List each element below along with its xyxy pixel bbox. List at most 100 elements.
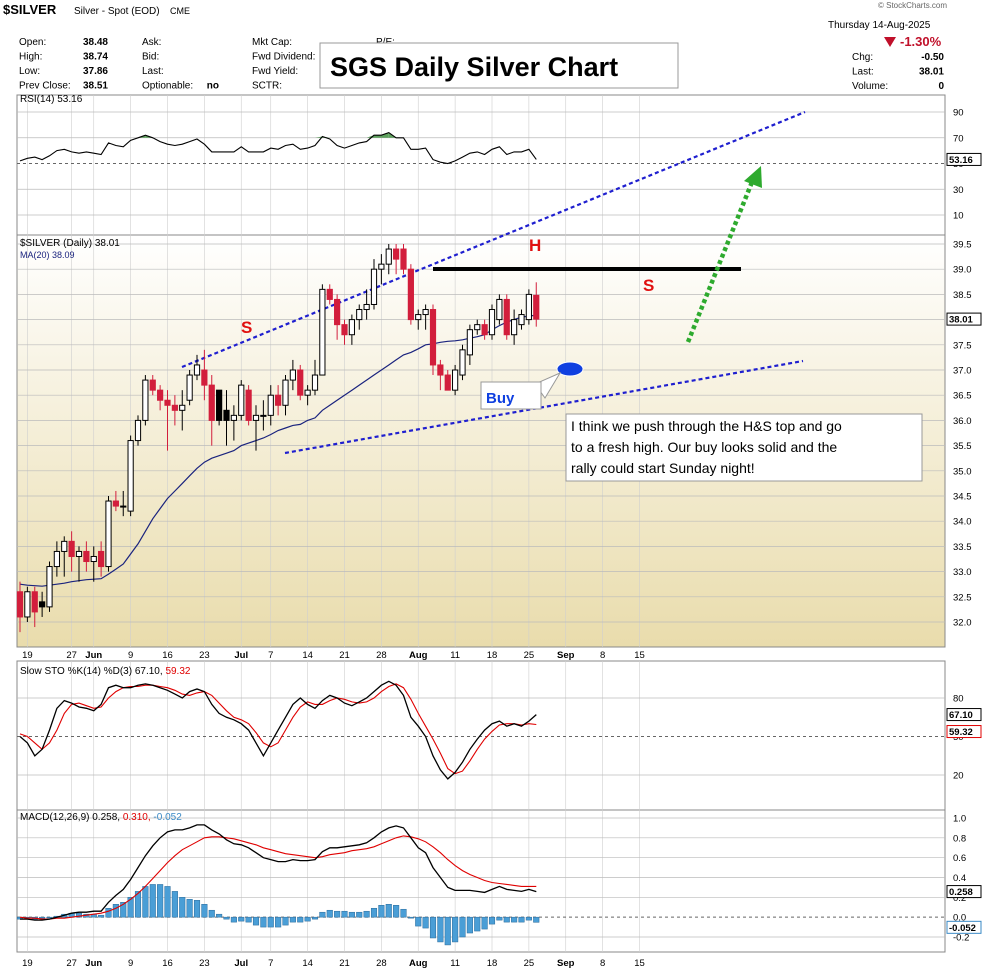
- y-tick-label: 32.0: [953, 618, 972, 629]
- y-tick-label: 10: [953, 211, 964, 222]
- price-last-tag-box: [946, 312, 982, 326]
- candle-body: [223, 409, 230, 421]
- macd-histogram-bar: [105, 907, 112, 918]
- x-tick-label: Jul: [234, 650, 248, 661]
- down-triangle-icon: [884, 37, 896, 47]
- x-tick-label: 7: [268, 958, 273, 969]
- rsi-overbought-fill: [381, 132, 389, 138]
- macd-histogram-bar: [363, 910, 370, 918]
- candle-body: [260, 414, 267, 417]
- candle-body: [186, 374, 193, 401]
- macd-histogram-bar: [267, 916, 274, 928]
- quote-field-value: 38.51: [83, 81, 108, 92]
- rsi-overbought-fill: [374, 135, 382, 138]
- macd-histogram-bar: [459, 916, 466, 938]
- y-tick-label: 0.0: [953, 913, 966, 924]
- quote-field-value: 38.74: [83, 52, 108, 63]
- macd-histogram-bar: [127, 897, 134, 918]
- candle-body: [311, 374, 319, 391]
- green-arrow-head-icon: [744, 166, 762, 188]
- quote-field-label: Prev Close:: [19, 81, 71, 92]
- candle-body: [415, 314, 422, 321]
- candle-body: [83, 550, 90, 563]
- stoch-legend-d: 59.32: [165, 666, 190, 677]
- exchange: CME: [170, 6, 190, 16]
- candle-body: [112, 500, 119, 507]
- head-label: H: [529, 236, 541, 255]
- rsi-legend: RSI(14) 53.16: [20, 94, 83, 105]
- candle-body: [16, 591, 24, 618]
- rsi-panel: [16, 94, 946, 236]
- stoch-d-tag-box: [946, 725, 982, 739]
- macd-histogram-bar: [223, 916, 230, 920]
- candle-body: [98, 550, 105, 568]
- fundamental-field-label: Fwd Dividend:: [252, 52, 315, 63]
- candle-body: [437, 364, 444, 376]
- macd-histogram-bar: [252, 916, 260, 926]
- x-tick-label: 27: [66, 958, 77, 969]
- x-tick-label: 25: [524, 650, 535, 661]
- candle-body: [208, 384, 215, 421]
- macd-histogram-bar: [289, 916, 296, 923]
- candle-body: [201, 369, 208, 386]
- macd-histogram-bar: [503, 916, 510, 923]
- macd-histogram-bar: [46, 916, 53, 919]
- candle-body: [230, 414, 237, 421]
- quote-field-value: 38.48: [83, 37, 108, 48]
- macd-legend-macd: MACD(12,26,9) 0.258,: [20, 812, 123, 823]
- green-arrow-shaft: [685, 181, 755, 343]
- macd-histogram-bar: [230, 916, 237, 923]
- candle-body: [267, 394, 274, 416]
- candle-body: [378, 263, 385, 270]
- candle-body: [400, 248, 407, 270]
- macd-histogram-bar: [393, 905, 400, 918]
- candle-body: [533, 294, 540, 320]
- candle-body: [496, 298, 503, 321]
- macd-histogram-bar: [238, 916, 245, 922]
- macd-histogram-bar: [157, 884, 164, 918]
- y-tick-label: 0.6: [953, 853, 966, 864]
- quote-field-value: no: [207, 81, 219, 92]
- lower-channel-line: [284, 359, 804, 455]
- candle-body: [393, 248, 400, 260]
- change-pct: -1.30%: [900, 34, 942, 49]
- candle-body: [474, 324, 481, 331]
- x-tick-label: 15: [634, 958, 645, 969]
- macd-histogram-bar: [348, 911, 355, 918]
- buy-label: Buy: [486, 390, 515, 407]
- y-tick-label: 35.5: [953, 441, 972, 452]
- stoch-legend: Slow STO %K(14) %D(3) 67.10, 59.32: [20, 666, 191, 677]
- candle-body: [348, 319, 355, 336]
- y-tick-label: 33.5: [953, 542, 972, 553]
- buy-callout-box: [480, 381, 542, 410]
- stoch-legend-k: Slow STO %K(14) %D(3) 67.10,: [20, 666, 165, 677]
- watermark: © StockCharts.com: [878, 1, 947, 10]
- x-tick-label: 27: [66, 650, 77, 661]
- macd-histogram-bar: [415, 916, 422, 927]
- candle-body: [319, 288, 326, 376]
- candle-body: [518, 314, 525, 326]
- candle-body: [68, 540, 75, 557]
- candle-body: [238, 384, 245, 416]
- candle-body: [142, 379, 149, 421]
- macd-histogram-bar: [164, 886, 171, 918]
- fundamental-field-label: Fwd Yield:: [252, 66, 298, 77]
- macd-histogram-bar: [112, 904, 119, 918]
- macd-hist-tag: -0.052: [949, 923, 976, 934]
- y-tick-label: 33.0: [953, 567, 972, 578]
- macd-histogram-bar: [120, 902, 127, 918]
- macd-histogram-bar: [275, 916, 282, 928]
- candle-body: [90, 555, 97, 563]
- macd-tag: 0.258: [949, 887, 973, 898]
- candle-body: [422, 309, 429, 316]
- candle-body: [282, 379, 289, 406]
- candle-body: [252, 414, 260, 421]
- quote-field-label: Optionable:: [142, 81, 193, 92]
- header-fields: Open: 38.48 High: 38.74 Low: 37.86 Prev Close:…: [19, 37, 944, 92]
- y-tick-label: 39.0: [953, 265, 972, 276]
- x-tick-label: 9: [128, 650, 133, 661]
- candle-body: [157, 389, 164, 401]
- x-tick-label: 28: [376, 650, 387, 661]
- right-shoulder-label: S: [643, 276, 654, 295]
- x-tick-label: 11: [450, 958, 460, 969]
